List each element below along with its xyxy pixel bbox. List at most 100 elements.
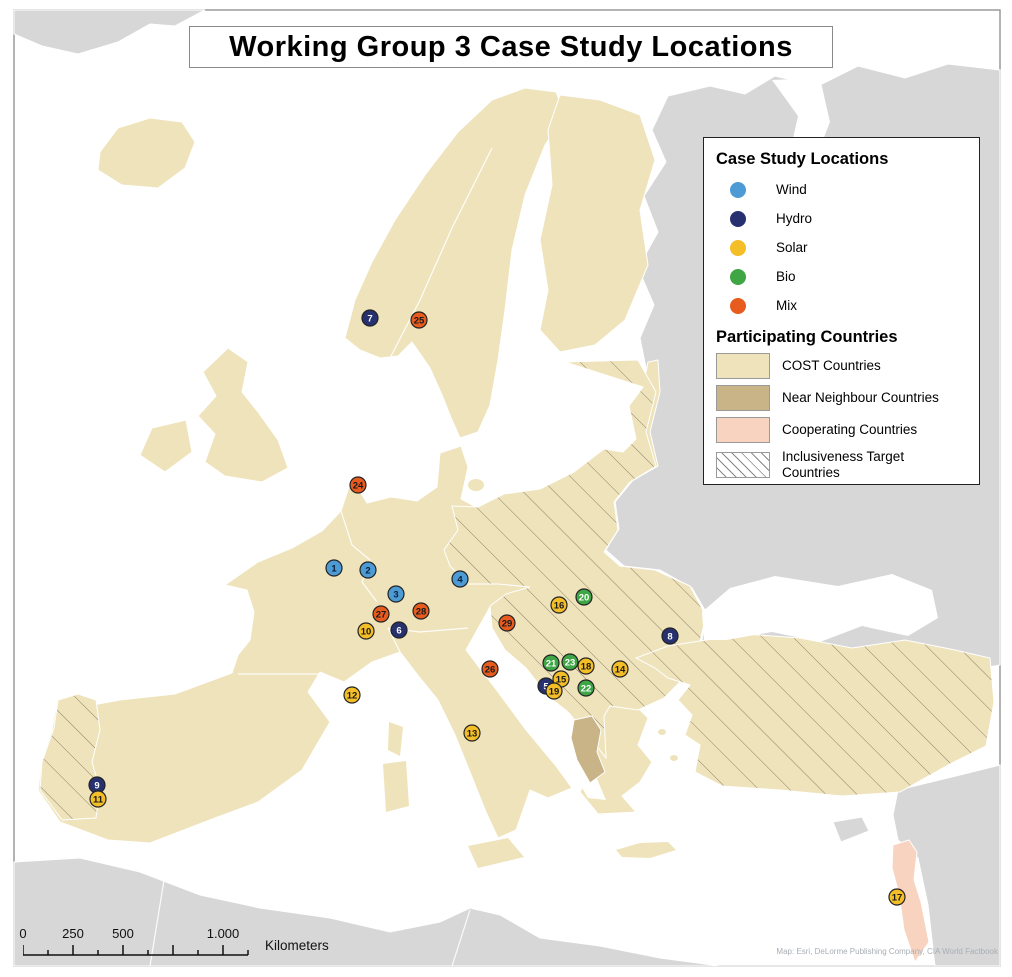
map-attribution: Map: Esri, DeLorme Publishing Company, C…	[776, 947, 998, 956]
island-crete	[616, 842, 676, 858]
color-swatch-icon	[716, 385, 770, 411]
island-sardinia	[383, 761, 409, 812]
case-study-marker-29[interactable]: 29	[498, 614, 516, 632]
svg-text:3: 3	[393, 589, 398, 600]
legend-item-wind: Wind	[716, 175, 969, 204]
region-finland	[539, 94, 656, 353]
color-swatch-icon	[716, 353, 770, 379]
scale-bar: 0 250 500 1.000 Kilometers	[19, 926, 353, 958]
case-study-marker-6[interactable]: 6	[390, 621, 408, 639]
legend-countries-title: Participating Countries	[716, 328, 898, 346]
case-study-marker-17[interactable]: 17	[888, 888, 906, 906]
case-study-marker-28[interactable]: 28	[412, 602, 430, 620]
case-study-marker-3[interactable]: 3	[387, 585, 405, 603]
case-study-marker-9[interactable]: 9	[88, 776, 106, 794]
region-ireland	[139, 419, 193, 473]
svg-text:27: 27	[376, 609, 387, 620]
case-study-marker-19[interactable]: 19	[545, 682, 563, 700]
legend-title: Case Study Locations	[716, 150, 889, 168]
legend-item-bio: Bio	[716, 262, 969, 291]
landmass-greenland	[13, 9, 206, 55]
svg-text:1: 1	[331, 563, 337, 574]
svg-text:4: 4	[457, 574, 463, 585]
case-study-marker-25[interactable]: 25	[410, 311, 428, 329]
svg-text:16: 16	[554, 600, 565, 611]
legend-country-item: Near Neighbour Countries	[716, 385, 969, 411]
case-study-marker-14[interactable]: 14	[611, 660, 629, 678]
svg-text:28: 28	[416, 606, 427, 617]
adriatic-sea	[472, 644, 606, 800]
case-study-marker-1[interactable]: 1	[325, 559, 343, 577]
case-study-marker-11[interactable]: 11	[89, 790, 107, 808]
svg-text:17: 17	[892, 892, 903, 903]
case-study-marker-16[interactable]: 16	[550, 596, 568, 614]
case-study-markers: 1 234567891011121314151617181920212223242…	[88, 309, 906, 906]
case-study-marker-21[interactable]: 21	[542, 654, 560, 672]
legend-country-label: COST Countries	[782, 358, 881, 373]
legend: Case Study Locations Wind Hydro Solar Bio Mi…	[703, 137, 980, 485]
case-study-marker-12[interactable]: 12	[343, 686, 361, 704]
legend-item-label: Mix	[776, 298, 797, 313]
legend-item-hydro: Hydro	[716, 204, 969, 233]
svg-text:12: 12	[347, 690, 358, 701]
legend-item-label: Wind	[776, 182, 807, 197]
svg-text:20: 20	[579, 592, 590, 603]
legend-country-items: COST Countries Near Neighbour Countries Co…	[716, 353, 969, 481]
island-aegean-2	[670, 755, 678, 761]
case-study-marker-24[interactable]: 24	[349, 476, 367, 494]
svg-text:21: 21	[546, 658, 557, 669]
region-israel	[891, 839, 930, 964]
region-itc-turkey	[634, 633, 995, 797]
svg-text:2: 2	[365, 565, 370, 576]
svg-text:29: 29	[502, 618, 513, 629]
svg-text:14: 14	[615, 664, 626, 675]
svg-text:26: 26	[485, 664, 496, 675]
svg-text:24: 24	[353, 480, 364, 491]
case-study-marker-18[interactable]: 18	[577, 657, 595, 675]
svg-text:15: 15	[556, 674, 567, 685]
case-study-marker-2[interactable]: 2	[359, 561, 377, 579]
legend-country-item: COST Countries	[716, 353, 969, 379]
svg-text:11: 11	[93, 794, 104, 805]
case-study-marker-20[interactable]: 20	[575, 588, 593, 606]
region-scandinavia	[344, 87, 566, 439]
island-sicily	[468, 838, 524, 868]
case-study-marker-23[interactable]: 23	[561, 653, 579, 671]
case-study-marker-26[interactable]: 26	[481, 660, 499, 678]
svg-text:5: 5	[543, 681, 549, 692]
scale-bar-unit: Kilometers	[265, 938, 329, 953]
island-aegean-1	[658, 729, 666, 735]
legend-item-label: Hydro	[776, 211, 813, 226]
case-study-marker-8[interactable]: 8	[661, 627, 679, 645]
scale-bar-ticks	[23, 945, 249, 956]
svg-text:19: 19	[549, 686, 560, 697]
scale-label: 250	[62, 926, 84, 941]
legend-marker-items: Wind Hydro Solar Bio Mix	[716, 175, 969, 320]
case-study-marker-13[interactable]: 13	[463, 724, 481, 742]
svg-text:18: 18	[581, 661, 592, 672]
svg-text:13: 13	[467, 728, 478, 739]
svg-text:25: 25	[414, 315, 425, 326]
region-cost-continent	[37, 359, 707, 844]
island-cyprus	[832, 816, 870, 843]
bio-marker-icon	[730, 268, 746, 285]
legend-country-item: Inclusiveness Target Countries	[716, 449, 969, 481]
case-study-marker-27[interactable]: 27	[372, 605, 390, 623]
case-study-marker-22[interactable]: 22	[577, 679, 595, 697]
color-swatch-icon	[716, 417, 770, 443]
svg-text:8: 8	[667, 631, 672, 642]
case-study-marker-4[interactable]: 4	[451, 570, 469, 588]
legend-country-item: Cooperating Countries	[716, 417, 969, 443]
legend-country-label: Near Neighbour Countries	[782, 390, 939, 405]
scale-label: 1.000	[206, 926, 240, 941]
region-great-britain	[197, 347, 289, 483]
region-iceland	[97, 117, 196, 189]
map-title: Working Group 3 Case Study Locations	[189, 26, 833, 68]
case-study-marker-7[interactable]: 7	[361, 309, 379, 327]
landmass-middle-east	[892, 764, 1001, 967]
island-zealand	[468, 479, 484, 491]
case-study-marker-10[interactable]: 10	[357, 622, 375, 640]
mix-marker-icon	[730, 297, 746, 314]
island-corsica	[388, 722, 403, 756]
legend-country-label: Cooperating Countries	[782, 422, 918, 437]
